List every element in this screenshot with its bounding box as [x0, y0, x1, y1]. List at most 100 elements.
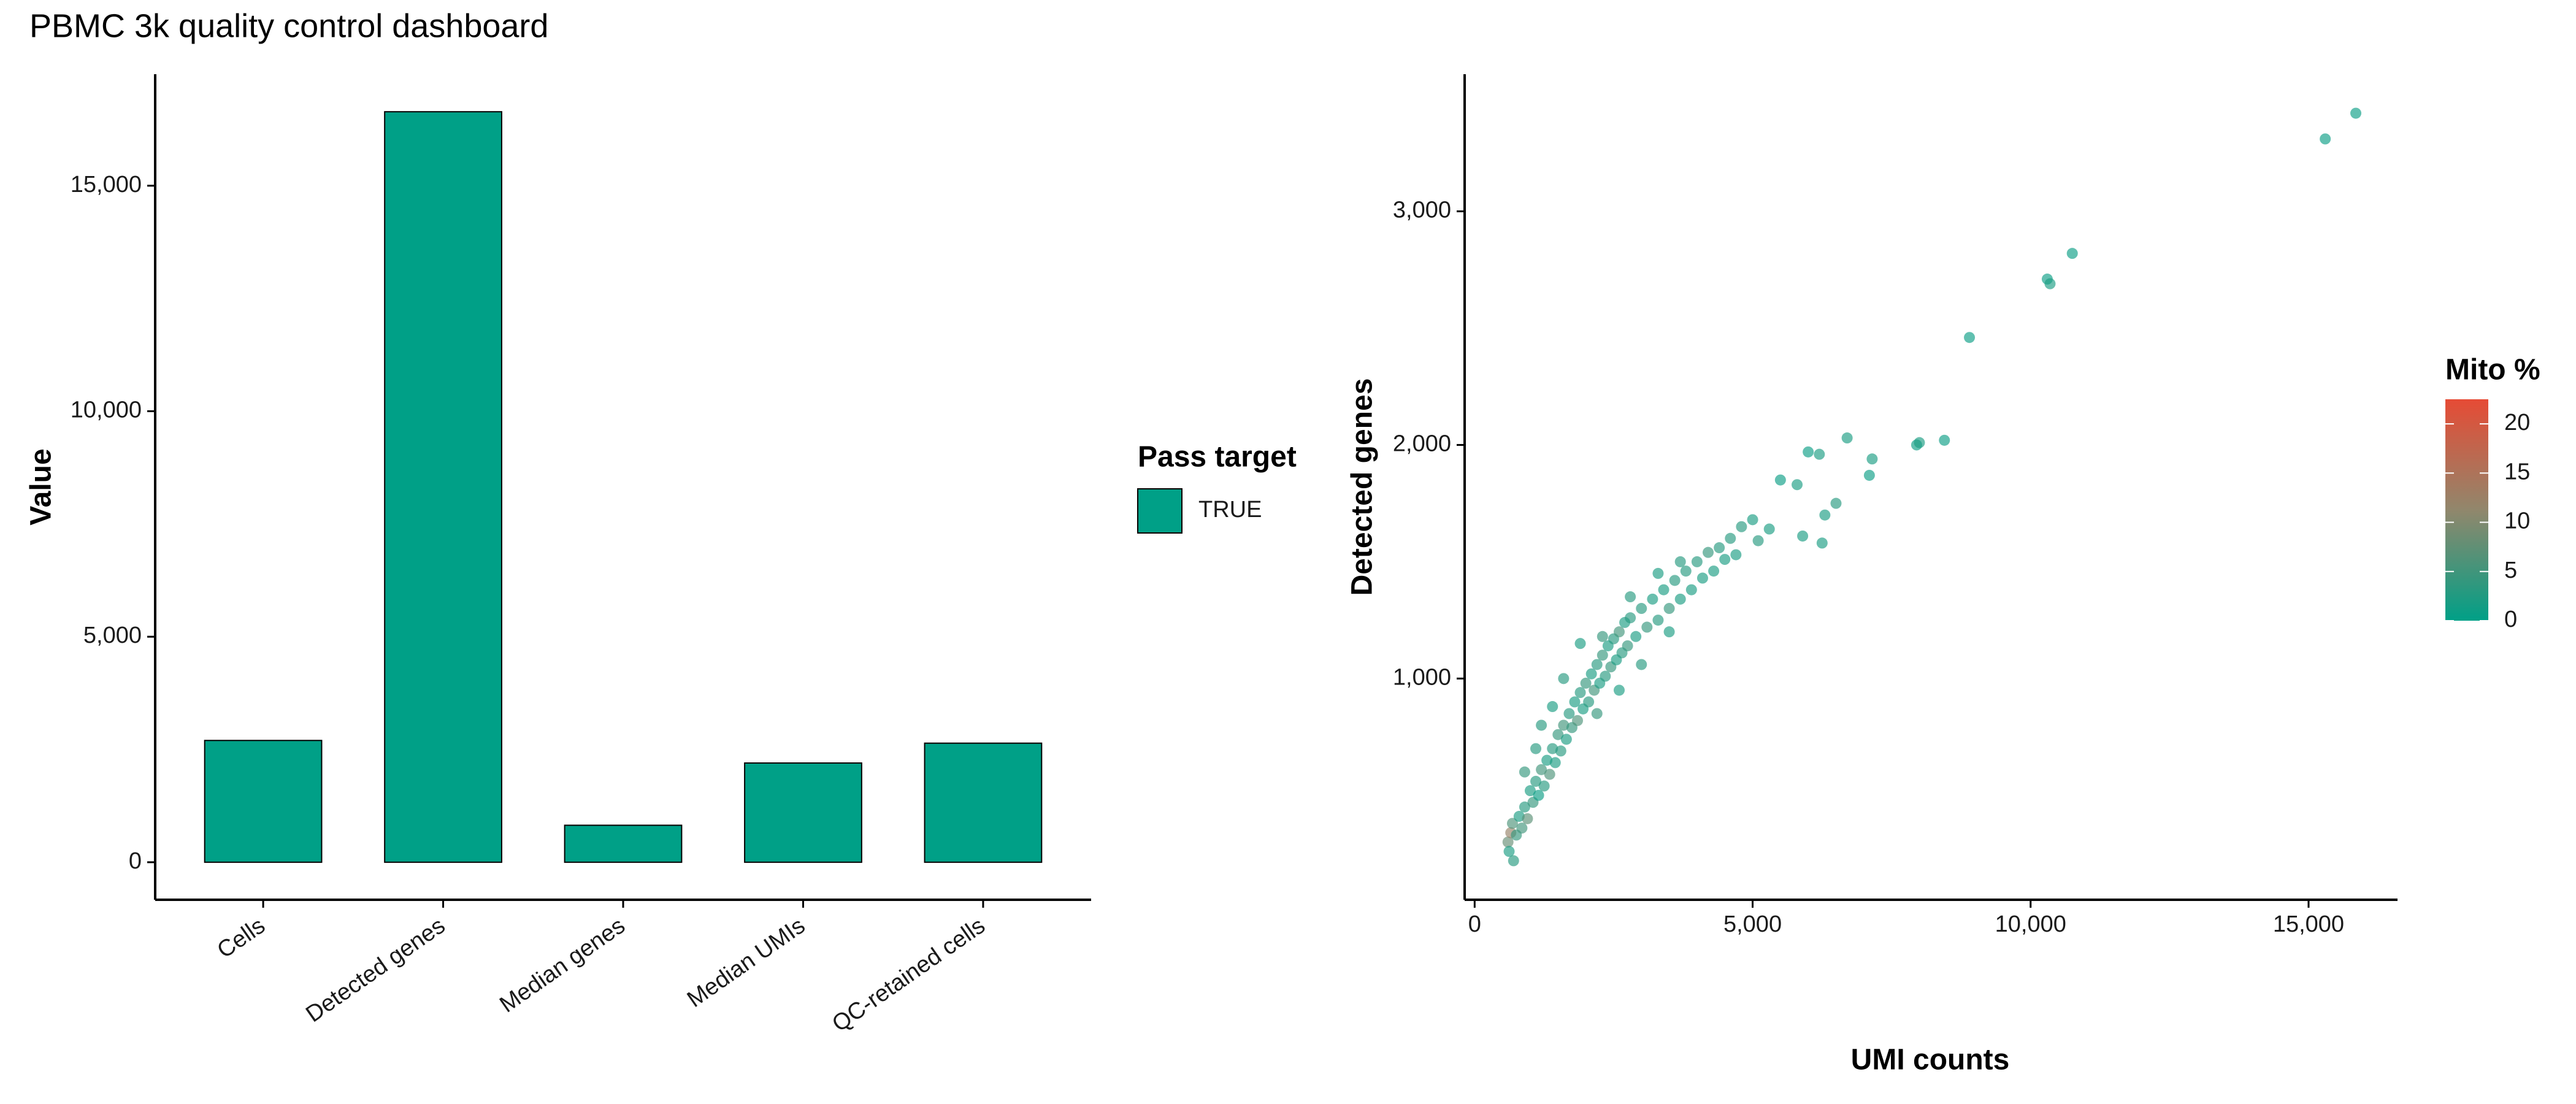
point	[1506, 818, 1518, 829]
legend-swatch	[1137, 488, 1183, 534]
x-tick-label: Median genes	[495, 913, 630, 1018]
x-tick-label: 5,000	[1723, 911, 1782, 937]
point	[1752, 535, 1764, 546]
point	[1636, 659, 1647, 670]
point	[2066, 248, 2078, 259]
point	[1558, 719, 1570, 731]
point	[1536, 719, 1547, 731]
point	[1863, 469, 1875, 481]
point	[1830, 497, 1842, 509]
colorbar-label: 15	[2504, 459, 2530, 485]
y-axis-title: Value	[25, 448, 58, 525]
point	[1591, 659, 1603, 670]
colorbar-label: 10	[2504, 508, 2530, 534]
point	[1658, 584, 1669, 596]
point	[1914, 437, 1925, 448]
point	[1563, 708, 1575, 719]
point	[1736, 521, 1747, 532]
point	[1625, 612, 1636, 624]
point	[1544, 769, 1555, 780]
y-tick-label: 0	[129, 848, 142, 874]
point	[1574, 687, 1586, 699]
bar	[384, 111, 502, 863]
point	[1508, 855, 1519, 867]
point	[1522, 813, 1533, 824]
x-tick-label: 0	[1468, 911, 1481, 937]
point	[1555, 745, 1566, 757]
point	[1641, 621, 1653, 633]
point	[1516, 822, 1528, 834]
point	[1939, 434, 1950, 446]
point	[1663, 626, 1675, 638]
point	[1680, 565, 1692, 577]
bar	[204, 740, 323, 863]
point	[1792, 479, 1803, 491]
y-tick-label: 5,000	[83, 623, 142, 648]
y-tick-label: 3,000	[1393, 197, 1451, 223]
point	[1652, 567, 1664, 579]
point	[2044, 278, 2056, 289]
point	[1747, 514, 1758, 526]
point	[1816, 537, 1828, 549]
point	[1714, 542, 1725, 554]
point	[1530, 775, 1542, 787]
colorbar-label: 0	[2504, 607, 2517, 632]
colorbar	[2445, 399, 2488, 621]
point	[1538, 780, 1550, 792]
point	[1774, 474, 1786, 486]
point	[1583, 696, 1595, 708]
y-tick-label: 2,000	[1393, 431, 1451, 456]
point	[1814, 448, 1825, 460]
x-tick-label: Median UMIs	[683, 913, 810, 1013]
bar	[744, 762, 862, 863]
point	[1541, 754, 1553, 766]
point	[1719, 554, 1731, 565]
point	[1519, 801, 1530, 813]
point	[1625, 591, 1636, 603]
point	[1558, 673, 1570, 684]
bar	[564, 824, 683, 863]
point	[1866, 453, 1878, 465]
point	[1549, 757, 1561, 769]
y-tick-label: 10,000	[71, 397, 142, 423]
point	[1763, 523, 1775, 535]
y-tick-label: 1,000	[1393, 664, 1451, 690]
point	[1669, 575, 1681, 586]
point	[1597, 650, 1608, 661]
point	[1572, 715, 1584, 726]
point	[1519, 766, 1530, 778]
point	[1652, 615, 1664, 626]
bar	[924, 742, 1043, 863]
point	[1819, 509, 1831, 521]
x-tick-label: QC-retained cells	[827, 913, 990, 1037]
point	[2350, 107, 2362, 119]
colorbar-label: 5	[2504, 558, 2517, 583]
point	[1585, 668, 1597, 680]
x-tick-label: Detected genes	[301, 913, 450, 1027]
point	[1696, 572, 1708, 584]
point	[1622, 640, 1633, 651]
point	[1797, 530, 1809, 542]
point	[1591, 708, 1603, 719]
point	[1685, 584, 1697, 596]
x-tick-label: 15,000	[2273, 911, 2344, 937]
point	[1663, 603, 1675, 615]
point	[1533, 789, 1544, 801]
point	[1964, 332, 1976, 343]
x-tick-label: Cells	[213, 913, 270, 964]
point	[1524, 785, 1536, 797]
page-title: PBMC 3k quality control dashboard	[29, 7, 548, 44]
y-tick-label: 15,000	[71, 172, 142, 197]
point	[1691, 556, 1703, 567]
point	[1630, 631, 1642, 642]
point	[1574, 638, 1586, 650]
colorbar-title: Mito %	[2445, 354, 2540, 386]
y-axis-title: Detected genes	[1346, 378, 1379, 596]
point	[1547, 701, 1558, 713]
x-axis-title: UMI counts	[1851, 1044, 2010, 1076]
point	[1600, 670, 1611, 682]
point	[1708, 565, 1720, 577]
point	[1613, 684, 1625, 696]
point	[1803, 446, 1814, 458]
legend-title: Pass target	[1138, 441, 1297, 473]
